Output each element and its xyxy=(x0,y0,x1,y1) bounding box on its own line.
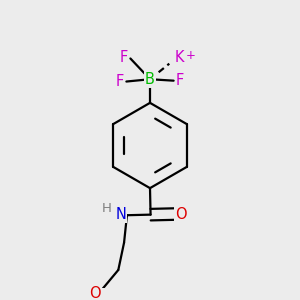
Text: F: F xyxy=(120,50,128,65)
Text: F: F xyxy=(176,73,184,88)
Text: F: F xyxy=(116,74,124,89)
Text: O: O xyxy=(175,207,187,222)
Text: +: + xyxy=(185,49,195,62)
Text: B: B xyxy=(145,72,155,87)
Text: N: N xyxy=(115,207,126,222)
Text: K: K xyxy=(175,50,184,65)
Text: H: H xyxy=(102,202,112,215)
Text: O: O xyxy=(89,286,100,300)
